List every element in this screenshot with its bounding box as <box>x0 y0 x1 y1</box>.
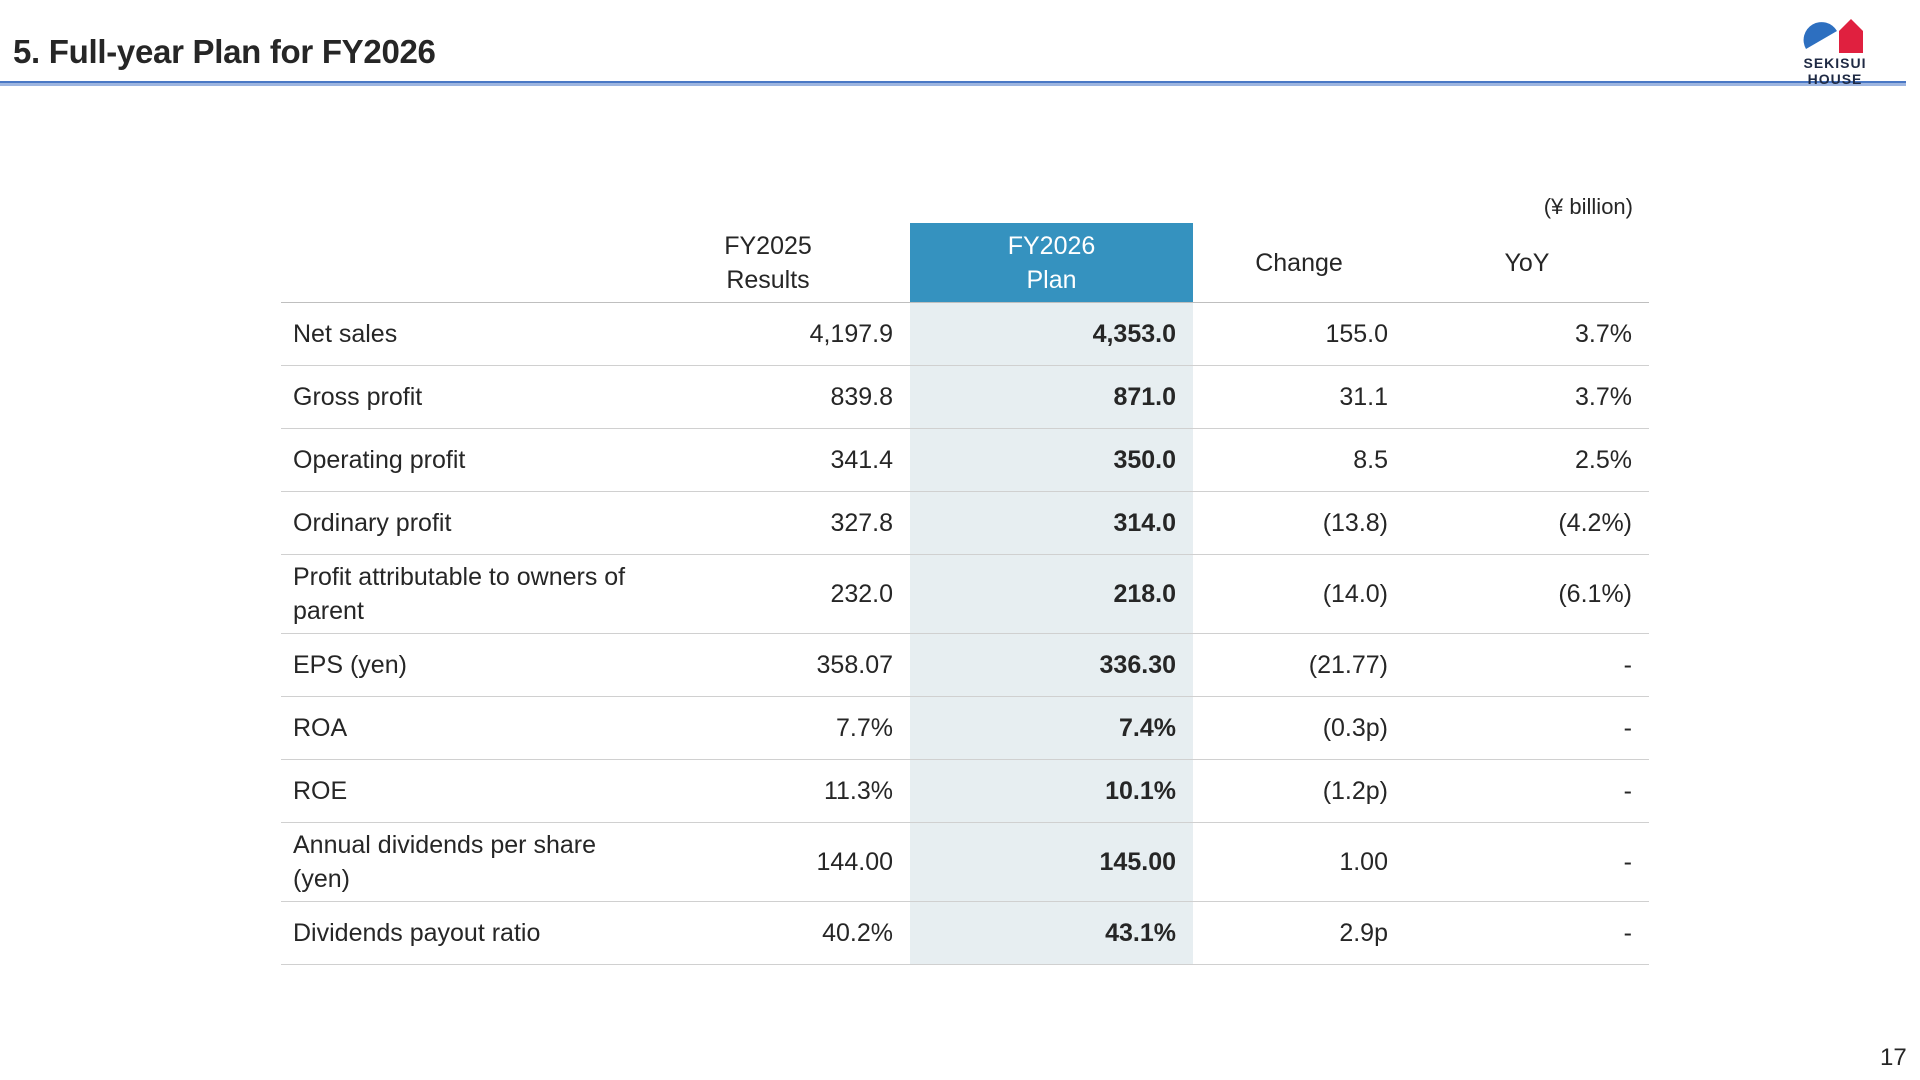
row-label: Operating profit <box>281 428 626 492</box>
row-label: ROE <box>281 759 626 823</box>
yoy-value: - <box>1405 633 1649 697</box>
fy2025-value: 144.00 <box>626 822 910 902</box>
change-value: 1.00 <box>1193 822 1405 902</box>
row-label: ROA <box>281 696 626 760</box>
house-logo-icon <box>1803 19 1863 53</box>
logo-wordmark: SEKISUI HOUSE <box>1803 55 1867 87</box>
fy2025-value: 341.4 <box>626 428 910 492</box>
table-row: Net sales 4,197.9 4,353.0 155.0 3.7% <box>281 302 1649 366</box>
header-fy2025-results: FY2025 Results <box>626 223 910 303</box>
table-row: Dividends payout ratio 40.2% 43.1% 2.9p … <box>281 901 1649 965</box>
header-line: Results <box>726 265 810 294</box>
table-row: ROA 7.7% 7.4% (0.3p) - <box>281 696 1649 760</box>
table-row: Ordinary profit 327.8 314.0 (13.8) (4.2%… <box>281 491 1649 555</box>
header-line: YoY <box>1504 248 1550 277</box>
change-value: (1.2p) <box>1193 759 1405 823</box>
header-line: FY2025 <box>724 231 812 260</box>
header-line: Plan <box>1026 265 1077 294</box>
yoy-value: 3.7% <box>1405 365 1649 429</box>
header-blank <box>281 223 626 303</box>
change-value: 155.0 <box>1193 302 1405 366</box>
header-yoy: YoY <box>1405 223 1649 303</box>
fy2025-value: 40.2% <box>626 901 910 965</box>
yoy-value: - <box>1405 759 1649 823</box>
title-underline <box>0 81 1906 86</box>
yoy-value: 3.7% <box>1405 302 1649 366</box>
fy2026-value: 218.0 <box>910 554 1193 634</box>
yoy-value: (4.2%) <box>1405 491 1649 555</box>
fy2025-value: 232.0 <box>626 554 910 634</box>
table-row: EPS (yen) 358.07 336.30 (21.77) - <box>281 633 1649 697</box>
change-value: 31.1 <box>1193 365 1405 429</box>
fy2026-value: 871.0 <box>910 365 1193 429</box>
yoy-value: - <box>1405 822 1649 902</box>
fy2025-value: 358.07 <box>626 633 910 697</box>
header-fy2026-plan: FY2026 Plan <box>910 223 1193 303</box>
row-label: Gross profit <box>281 365 626 429</box>
row-label: Dividends payout ratio <box>281 901 626 965</box>
company-logo: SEKISUI HOUSE <box>1776 17 1894 87</box>
change-value: 2.9p <box>1193 901 1405 965</box>
header-line: Change <box>1255 248 1343 277</box>
row-label: Net sales <box>281 302 626 366</box>
yoy-value: 2.5% <box>1405 428 1649 492</box>
table-row: Profit attributable to owners of parent … <box>281 554 1649 634</box>
fy2026-value: 10.1% <box>910 759 1193 823</box>
row-label: EPS (yen) <box>281 633 626 697</box>
change-value: (14.0) <box>1193 554 1405 634</box>
change-value: 8.5 <box>1193 428 1405 492</box>
table-row: Annual dividends per share (yen) 144.00 … <box>281 822 1649 902</box>
fy2025-value: 4,197.9 <box>626 302 910 366</box>
table-row: Operating profit 341.4 350.0 8.5 2.5% <box>281 428 1649 492</box>
header-line: FY2026 <box>1007 231 1096 260</box>
change-value: (13.8) <box>1193 491 1405 555</box>
yoy-value: (6.1%) <box>1405 554 1649 634</box>
fy2026-value: 336.30 <box>910 633 1193 697</box>
fy2026-value: 7.4% <box>910 696 1193 760</box>
fy2025-value: 11.3% <box>626 759 910 823</box>
fy2025-value: 839.8 <box>626 365 910 429</box>
change-value: (0.3p) <box>1193 696 1405 760</box>
fy2025-value: 327.8 <box>626 491 910 555</box>
change-value: (21.77) <box>1193 633 1405 697</box>
table-row: ROE 11.3% 10.1% (1.2p) - <box>281 759 1649 823</box>
table-header-row: FY2025 Results FY2026 Plan Change YoY <box>281 223 1649 303</box>
page-number: 17 <box>1880 1044 1907 1071</box>
plan-table: FY2025 Results FY2026 Plan Change YoY Ne… <box>281 223 1649 965</box>
unit-note: (¥ billion) <box>1543 194 1633 219</box>
fy2026-value: 350.0 <box>910 428 1193 492</box>
fy2026-value: 43.1% <box>910 901 1193 965</box>
row-label: Annual dividends per share (yen) <box>281 822 626 902</box>
fy2026-value: 145.00 <box>910 822 1193 902</box>
table-row: Gross profit 839.8 871.0 31.1 3.7% <box>281 365 1649 429</box>
page-title: 5. Full-year Plan for FY2026 <box>13 33 436 70</box>
row-label: Profit attributable to owners of parent <box>281 554 626 634</box>
yoy-value: - <box>1405 696 1649 760</box>
header-change: Change <box>1193 223 1405 303</box>
yoy-value: - <box>1405 901 1649 965</box>
fy2025-value: 7.7% <box>626 696 910 760</box>
fy2026-value: 4,353.0 <box>910 302 1193 366</box>
row-label: Ordinary profit <box>281 491 626 555</box>
fy2026-value: 314.0 <box>910 491 1193 555</box>
